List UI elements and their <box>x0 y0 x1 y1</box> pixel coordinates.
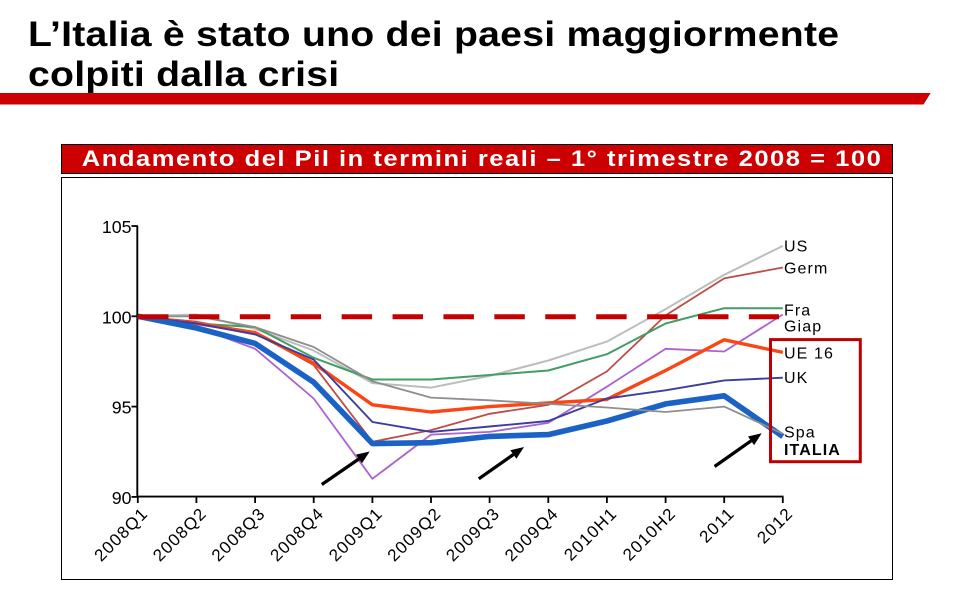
svg-text:Germ: Germ <box>784 260 828 277</box>
svg-text:105: 105 <box>102 217 132 237</box>
svg-text:2012: 2012 <box>753 504 797 548</box>
svg-text:ITALIA: ITALIA <box>784 442 841 459</box>
svg-text:Fra: Fra <box>784 303 811 320</box>
svg-text:2008Q1: 2008Q1 <box>91 504 152 565</box>
svg-text:Giap: Giap <box>784 319 822 336</box>
svg-text:2011: 2011 <box>696 504 739 547</box>
svg-text:UK: UK <box>784 370 808 387</box>
svg-text:Spa: Spa <box>784 424 816 441</box>
svg-text:95: 95 <box>112 398 132 418</box>
svg-text:UE 16: UE 16 <box>784 345 834 362</box>
svg-text:2008Q3: 2008Q3 <box>208 504 269 565</box>
svg-text:2009Q1: 2009Q1 <box>325 504 386 565</box>
svg-text:90: 90 <box>112 488 132 508</box>
svg-text:2009Q3: 2009Q3 <box>442 504 503 565</box>
svg-text:2009Q4: 2009Q4 <box>501 504 562 565</box>
svg-text:2010H1: 2010H1 <box>560 504 621 565</box>
svg-text:100: 100 <box>102 307 132 327</box>
svg-text:2008Q2: 2008Q2 <box>149 504 210 565</box>
svg-text:2009Q2: 2009Q2 <box>384 504 445 565</box>
svg-text:2010H2: 2010H2 <box>619 504 680 565</box>
svg-text:2008Q4: 2008Q4 <box>267 504 328 565</box>
svg-text:US: US <box>784 239 808 256</box>
